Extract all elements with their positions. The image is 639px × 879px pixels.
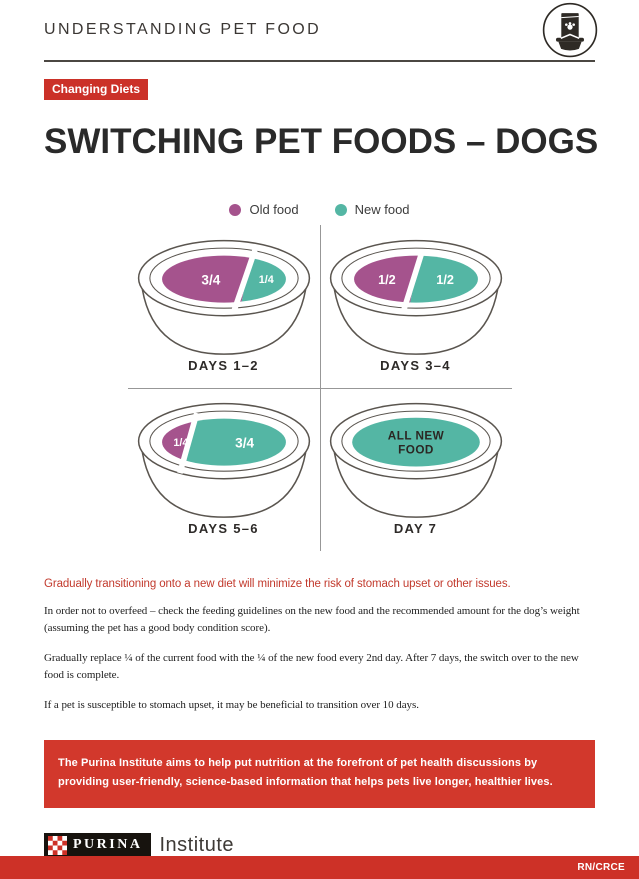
bowl-card-days-1-2: 3/4 1/4 DAYS 1–2	[128, 225, 320, 388]
new-food-dot-icon	[334, 203, 347, 216]
legend-item-old: Old food	[229, 202, 299, 217]
header: UNDERSTANDING PET FOOD	[44, 0, 598, 62]
bowl-rim	[555, 37, 585, 42]
bowl-rim-inner	[340, 410, 491, 472]
bag-fold-highlight	[560, 33, 580, 40]
callout-text: The Purina Institute aims to help put nu…	[58, 757, 553, 789]
section-badge: Changing Diets	[44, 79, 149, 100]
divider-horizontal	[127, 388, 512, 389]
bowl-body	[333, 289, 498, 355]
footer-bar: RN/CRCE	[0, 856, 639, 879]
bag-crimp	[561, 16, 579, 19]
bowl-diagram-days-5-6: 1/4 3/4	[137, 402, 310, 518]
fraction-label-old: 1/2	[378, 273, 396, 287]
legend-item-new: New food	[334, 202, 410, 217]
new-food-portion	[233, 255, 286, 303]
bowl-body	[141, 289, 306, 355]
institute-wordmark: Institute	[159, 833, 234, 856]
body-paragraph: If a pet is susceptible to stomach upset…	[44, 699, 419, 712]
bowl-body	[558, 41, 582, 51]
bowl-caption: DAYS 1–2	[188, 358, 259, 373]
header-title: UNDERSTANDING PET FOOD	[44, 21, 322, 38]
bowl-rim-inner	[148, 410, 299, 472]
fraction-label-new: 1/2	[436, 273, 454, 287]
page-title: SWITCHING PET FOODS – DOGS	[44, 122, 599, 161]
legend-label-old: Old food	[249, 202, 299, 217]
pet-food-icon	[541, 2, 599, 65]
footer-code: RN/CRCE	[577, 862, 625, 873]
all-new-food-label-line2: FOOD	[398, 443, 434, 456]
fraction-label-old: 3/4	[201, 273, 220, 288]
bowl-grid: 3/4 1/4 DAYS 1–2 1/2 1/2 DAYS 3–4	[127, 225, 512, 551]
portion-divider	[231, 249, 258, 311]
old-food-portion	[161, 255, 255, 303]
portion-divider	[176, 412, 199, 474]
bowl-body	[141, 452, 306, 518]
bowl-caption: DAYS 5–6	[188, 521, 259, 536]
all-new-food-label-line1: ALL NEW	[387, 429, 444, 442]
header-rule	[44, 60, 595, 62]
purina-wordmark-box: PURINA	[44, 832, 152, 858]
bowl-caption: DAYS 3–4	[380, 358, 451, 373]
body-copy: In order not to overfeed – check the fee…	[44, 603, 595, 714]
bowl-card-day-7: ALL NEW FOOD DAY 7	[320, 388, 512, 551]
fraction-label-new: 1/4	[258, 274, 273, 286]
portion-divider	[400, 249, 425, 311]
bowl-rim-inner	[340, 247, 491, 309]
bowl-body	[333, 452, 498, 518]
callout-box: The Purina Institute aims to help put nu…	[44, 740, 595, 808]
old-food-dot-icon	[229, 203, 242, 216]
paw-print-icon	[565, 22, 575, 30]
lead-text: Gradually transitioning onto a new diet …	[44, 578, 511, 590]
purina-wordmark: PURINA	[73, 837, 143, 853]
legend-label-new: New food	[354, 202, 410, 217]
bowl-caption: DAY 7	[393, 521, 438, 536]
body-paragraph: In order not to overfeed – check the fee…	[44, 605, 580, 635]
checkerboard-icon	[48, 835, 67, 855]
bowl-card-days-3-4: 1/2 1/2 DAYS 3–4	[320, 225, 512, 388]
legend: Old food New food	[44, 202, 595, 217]
bowl-rim-inner	[148, 247, 299, 309]
fraction-label-old: 1/4	[173, 437, 188, 449]
bowl-diagram-day-7: ALL NEW FOOD	[329, 402, 502, 518]
bowl-diagram-days-3-4: 1/2 1/2	[329, 239, 502, 355]
body-paragraph: Gradually replace ¼ of the current food …	[44, 652, 579, 682]
fraction-label-new: 3/4	[235, 436, 254, 451]
new-food-portion	[351, 417, 480, 467]
bowl-card-days-5-6: 1/4 3/4 DAYS 5–6	[128, 388, 320, 551]
bowl-diagram-days-1-2: 3/4 1/4	[137, 239, 310, 355]
